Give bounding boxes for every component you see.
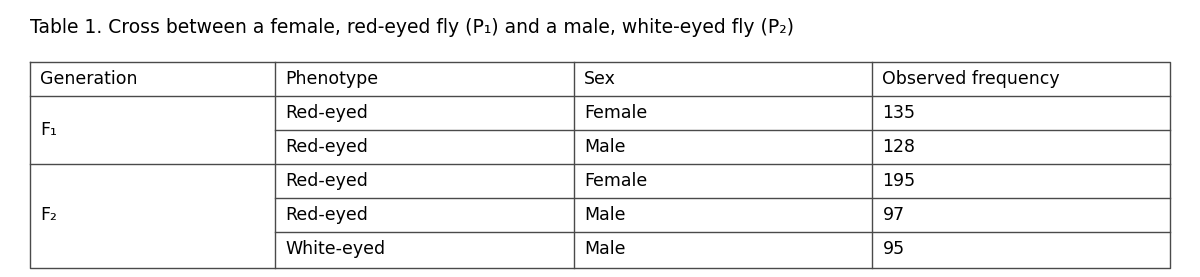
Text: 135: 135: [882, 104, 916, 122]
Text: Observed frequency: Observed frequency: [882, 70, 1060, 88]
Text: Female: Female: [583, 172, 647, 190]
Text: 95: 95: [882, 240, 905, 258]
Text: Female: Female: [583, 104, 647, 122]
Text: F₂: F₂: [40, 206, 56, 224]
Text: Red-eyed: Red-eyed: [286, 206, 368, 224]
Text: Male: Male: [583, 240, 625, 258]
Text: Red-eyed: Red-eyed: [286, 172, 368, 190]
Text: Generation: Generation: [40, 70, 138, 88]
Text: 195: 195: [882, 172, 916, 190]
Text: Sex: Sex: [583, 70, 616, 88]
Text: Male: Male: [583, 206, 625, 224]
Text: 128: 128: [882, 138, 916, 156]
Text: F₁: F₁: [40, 121, 58, 139]
Text: Male: Male: [583, 138, 625, 156]
Text: White-eyed: White-eyed: [286, 240, 385, 258]
Text: Red-eyed: Red-eyed: [286, 104, 368, 122]
Text: Phenotype: Phenotype: [286, 70, 378, 88]
Text: Table 1. Cross between a female, red-eyed fly (P₁) and a male, white-eyed fly (P: Table 1. Cross between a female, red-eye…: [30, 18, 794, 37]
Text: 97: 97: [882, 206, 905, 224]
Text: Red-eyed: Red-eyed: [286, 138, 368, 156]
